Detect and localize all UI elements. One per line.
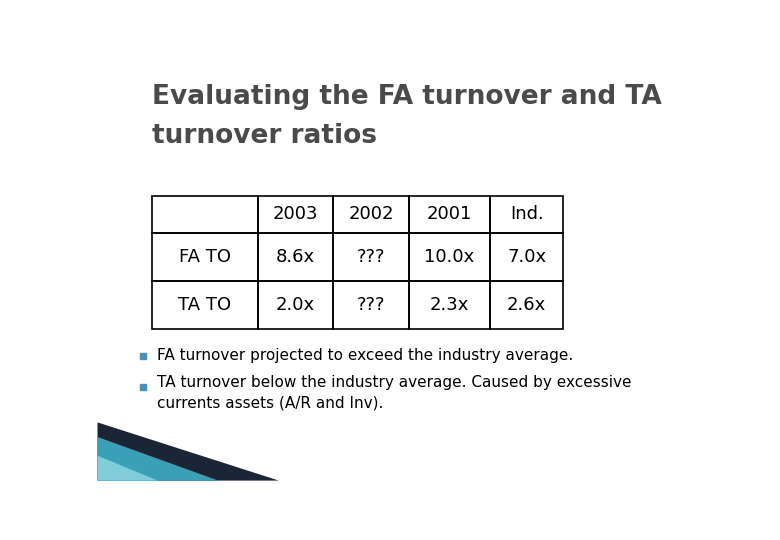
Bar xyxy=(491,233,563,281)
Bar xyxy=(409,196,491,233)
Text: 8.6x: 8.6x xyxy=(276,248,315,266)
Text: 10.0x: 10.0x xyxy=(424,248,475,266)
Text: turnover ratios: turnover ratios xyxy=(152,123,377,149)
Bar xyxy=(257,281,333,329)
Text: Evaluating the FA turnover and TA: Evaluating the FA turnover and TA xyxy=(152,84,661,110)
Bar xyxy=(491,281,563,329)
Text: 2003: 2003 xyxy=(273,206,318,224)
Text: 2002: 2002 xyxy=(349,206,394,224)
Text: TA turnover below the industry average. Caused by excessive: TA turnover below the industry average. … xyxy=(157,375,631,389)
Text: 2.6x: 2.6x xyxy=(507,296,546,314)
Text: ???: ??? xyxy=(356,296,385,314)
Bar xyxy=(257,196,333,233)
Text: FA TO: FA TO xyxy=(179,248,231,266)
Bar xyxy=(409,233,491,281)
Bar xyxy=(333,233,409,281)
Text: 2.3x: 2.3x xyxy=(430,296,470,314)
Bar xyxy=(257,233,333,281)
Bar xyxy=(409,281,491,329)
Text: FA turnover projected to exceed the industry average.: FA turnover projected to exceed the indu… xyxy=(157,348,573,363)
Text: TA TO: TA TO xyxy=(179,296,232,314)
Bar xyxy=(333,281,409,329)
Bar xyxy=(152,281,257,329)
Text: ???: ??? xyxy=(356,248,385,266)
Text: Ind.: Ind. xyxy=(510,206,544,224)
Text: 2001: 2001 xyxy=(427,206,473,224)
Polygon shape xyxy=(98,437,218,481)
Text: 2.0x: 2.0x xyxy=(276,296,315,314)
Polygon shape xyxy=(98,422,279,481)
Polygon shape xyxy=(98,456,158,481)
Bar xyxy=(491,196,563,233)
Text: currents assets (A/R and Inv).: currents assets (A/R and Inv). xyxy=(157,395,383,410)
Bar xyxy=(152,233,257,281)
Text: 7.0x: 7.0x xyxy=(507,248,546,266)
Bar xyxy=(333,196,409,233)
Bar xyxy=(152,196,257,233)
